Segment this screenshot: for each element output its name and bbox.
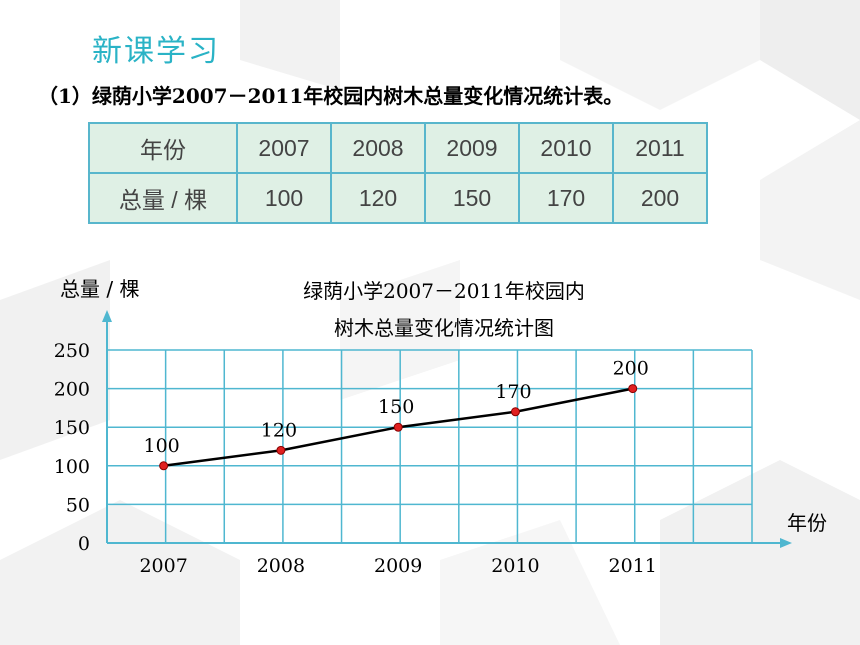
x-axis-arrow (780, 538, 792, 548)
data-point (394, 423, 402, 431)
x-tick-label: 2011 (609, 555, 657, 577)
data-point (277, 446, 285, 454)
x-tick-label: 2009 (374, 555, 422, 577)
data-label: 170 (495, 381, 531, 403)
x-tick-label: 2010 (491, 555, 539, 577)
y-tick-label: 250 (54, 340, 90, 362)
data-point (160, 462, 168, 470)
data-point (511, 408, 519, 416)
line-chart: 绿荫小学2007－2011年校园内 树木总量变化情况统计图 0 50 100 150 2… (0, 0, 860, 645)
y-tick-label: 0 (78, 533, 90, 555)
y-tick-label: 50 (66, 494, 90, 516)
x-tick-label: 2007 (139, 555, 187, 577)
data-label: 100 (144, 435, 180, 457)
y-tick-label: 100 (54, 456, 90, 478)
y-tick-label: 150 (54, 417, 90, 439)
x-tick-label: 2008 (257, 555, 305, 577)
y-tick-label: 200 (54, 379, 90, 401)
data-label: 200 (613, 358, 649, 380)
chart-svg: 0 50 100 150 200 250 总量 / 棵年份 2007 2008 2009 2010 2… (0, 0, 860, 645)
y-axis-arrow (102, 310, 112, 322)
data-label: 120 (261, 419, 297, 441)
data-label: 150 (378, 396, 414, 418)
x-axis-label: 年份 (787, 511, 827, 535)
data-point (629, 385, 637, 393)
y-axis-label: 总量 / 棵 (60, 277, 139, 301)
